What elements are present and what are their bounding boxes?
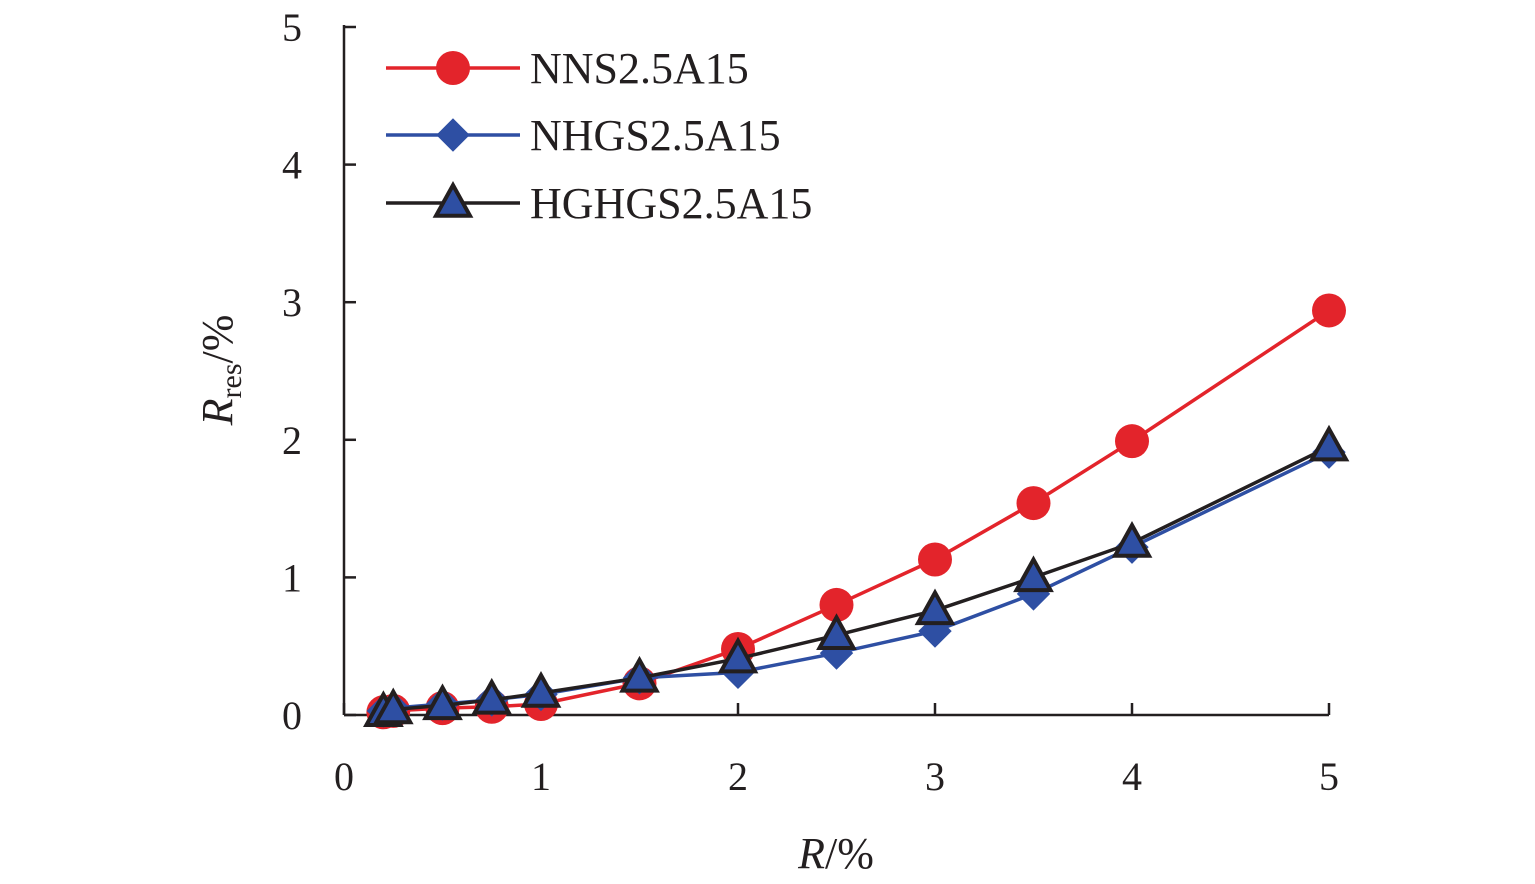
data-point [1013,555,1054,593]
x-tick-label: 5 [1319,754,1339,799]
legend-label: HGHGS2.5A15 [530,179,812,228]
y-tick-label: 0 [282,693,302,738]
legend-marker [432,181,474,218]
x-tick-label: 3 [925,754,945,799]
data-point [1115,424,1149,459]
y-axis-title: Rres/% [193,315,248,427]
legend-marker [436,51,470,85]
x-axis-title-unit: /% [825,829,874,878]
data-point [471,677,513,715]
y-tick-label: 5 [282,5,302,50]
series-nhgs2.5a15 [366,435,1346,728]
y-tick-label: 2 [282,418,302,463]
legend-marker [436,118,470,152]
data-point [619,655,660,693]
data-point [918,542,952,577]
y-tick-label: 3 [282,280,302,325]
x-tick-label: 1 [531,754,551,799]
y-axis-title-subscript: res [215,364,248,399]
series-hghgs2.5a15 [363,424,1350,727]
legend-item: NHGS2.5A15 [386,111,781,160]
axes: 0 1 2 3 4 5 0 1 2 3 4 5 [282,5,1339,799]
y-axis-title-var: R [193,398,242,426]
x-tick-label: 2 [728,754,748,799]
y-tick-label: 4 [282,143,302,188]
y-tick-label: 1 [282,555,302,600]
series-layer [363,293,1350,730]
data-point [1111,521,1153,558]
x-tick-label: 4 [1122,754,1142,799]
data-point [520,671,562,708]
legend: NNS2.5A15 NHGS2.5A15 HGHGS2.5A15 [386,44,812,228]
data-point [422,683,463,721]
data-point [1016,486,1051,521]
legend-item: HGHGS2.5A15 [386,179,812,228]
data-point [914,588,956,626]
legend-item: NNS2.5A15 [386,44,749,93]
legend-label: NHGS2.5A15 [530,111,781,160]
series-line [383,308,1330,714]
data-point [1308,424,1350,462]
legend-label: NNS2.5A15 [530,44,749,93]
series-line [382,445,1330,714]
x-tick-label: 0 [334,754,354,799]
x-axis-title-var: R [797,829,825,878]
data-point [717,636,759,674]
data-point [819,587,854,622]
data-point [1312,293,1346,328]
series-line [382,450,1330,713]
y-axis-title-unit: /% [193,315,242,364]
data-point [372,687,414,725]
data-point [816,613,857,650]
x-axis-title: R/% [797,829,874,878]
